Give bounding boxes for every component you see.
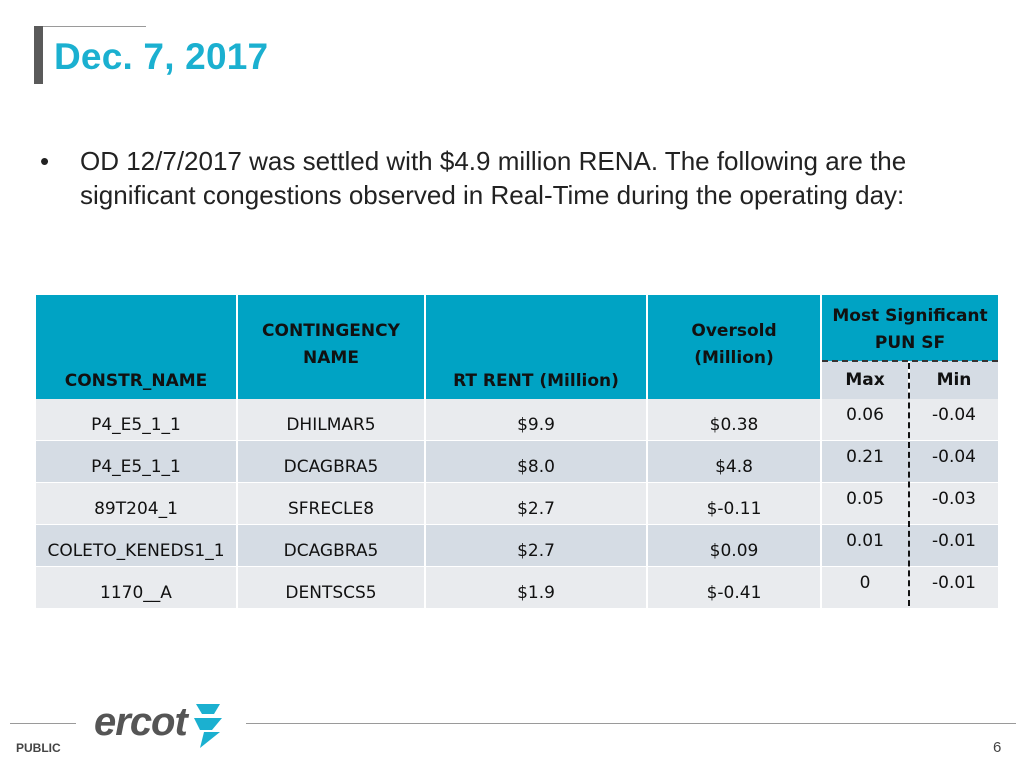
cell-contingency: DCAGBRA5 [283, 541, 379, 561]
cell-oversold: $-0.41 [706, 583, 762, 603]
cell-rt-rent: $1.9 [517, 583, 555, 603]
classification-label: PUBLIC [16, 741, 61, 755]
cell-min: -0.03 [932, 489, 976, 509]
header-min: Min [910, 361, 998, 399]
page-number: 6 [993, 739, 1002, 756]
cell-rt-rent: $9.9 [517, 415, 555, 435]
max-min-divider [908, 363, 910, 606]
cell-min: -0.04 [932, 405, 976, 425]
cell-oversold: $0.09 [709, 541, 759, 561]
cell-max: 0.06 [846, 405, 884, 425]
cell-min: -0.01 [932, 573, 976, 593]
cell-constr: 89T204_1 [94, 499, 178, 519]
cell-constr: COLETO_KENEDS1_1 [47, 541, 225, 561]
cell-contingency: DCAGBRA5 [283, 457, 379, 477]
cell-rt-rent: $2.7 [517, 541, 555, 561]
header-contingency-name: CONTINGENCY NAME [238, 295, 424, 399]
cell-rt-rent: $2.7 [517, 499, 555, 519]
cell-constr: P4_E5_1_1 [91, 457, 181, 477]
pun-header-divider [822, 360, 998, 362]
column-divider [820, 295, 822, 608]
table-row: COLETO_KENEDS1_1 DCAGBRA5 $2.7 $0.09 0.0… [36, 525, 998, 566]
column-divider [236, 295, 238, 608]
title-rule [34, 26, 146, 27]
cell-contingency: DHILMAR5 [286, 415, 376, 435]
cell-oversold: $0.38 [709, 415, 759, 435]
ercot-bolt-icon [194, 704, 222, 748]
slide-title: Dec. 7, 2017 [54, 36, 269, 77]
cell-contingency: DENTSCS5 [285, 583, 377, 603]
cell-constr: 1170__A [100, 583, 172, 603]
header-oversold: Oversold (Million) [648, 295, 820, 399]
title-accent-bar [34, 26, 43, 84]
header-max: Max [822, 361, 908, 399]
table-row: 1170__A DENTSCS5 $1.9 $-0.41 0 -0.01 [36, 567, 998, 608]
cell-max: 0 [859, 573, 871, 593]
cell-max: 0.01 [846, 531, 884, 551]
table-row: P4_E5_1_1 DHILMAR5 $9.9 $0.38 0.06 -0.04 [36, 399, 998, 440]
footer-rule-right [246, 723, 1016, 724]
column-divider [646, 295, 648, 608]
cell-contingency: SFRECLE8 [287, 499, 375, 519]
header-pun-sf: Most Significant PUN SF [822, 295, 998, 361]
footer-rule-left [10, 723, 76, 724]
cell-constr: P4_E5_1_1 [91, 415, 181, 435]
ercot-logo-text: ercot [94, 700, 188, 744]
cell-oversold: $4.8 [715, 457, 753, 477]
column-divider [424, 295, 426, 608]
bullet-marker: • [40, 146, 50, 176]
cell-max: 0.21 [846, 447, 884, 467]
bullet-text: OD 12/7/2017 was settled with $4.9 milli… [80, 146, 907, 210]
cell-rt-rent: $8.0 [517, 457, 555, 477]
cell-min: -0.04 [932, 447, 976, 467]
header-constr-name: CONSTR_NAME [36, 295, 236, 399]
table-row: 89T204_1 SFRECLE8 $2.7 $-0.11 0.05 -0.03 [36, 483, 998, 524]
cell-oversold: $-0.11 [706, 499, 762, 519]
cell-max: 0.05 [846, 489, 884, 509]
header-rt-rent: RT RENT (Million) [426, 295, 646, 399]
cell-min: -0.01 [932, 531, 976, 551]
table-row: P4_E5_1_1 DCAGBRA5 $8.0 $4.8 0.21 -0.04 [36, 441, 998, 482]
